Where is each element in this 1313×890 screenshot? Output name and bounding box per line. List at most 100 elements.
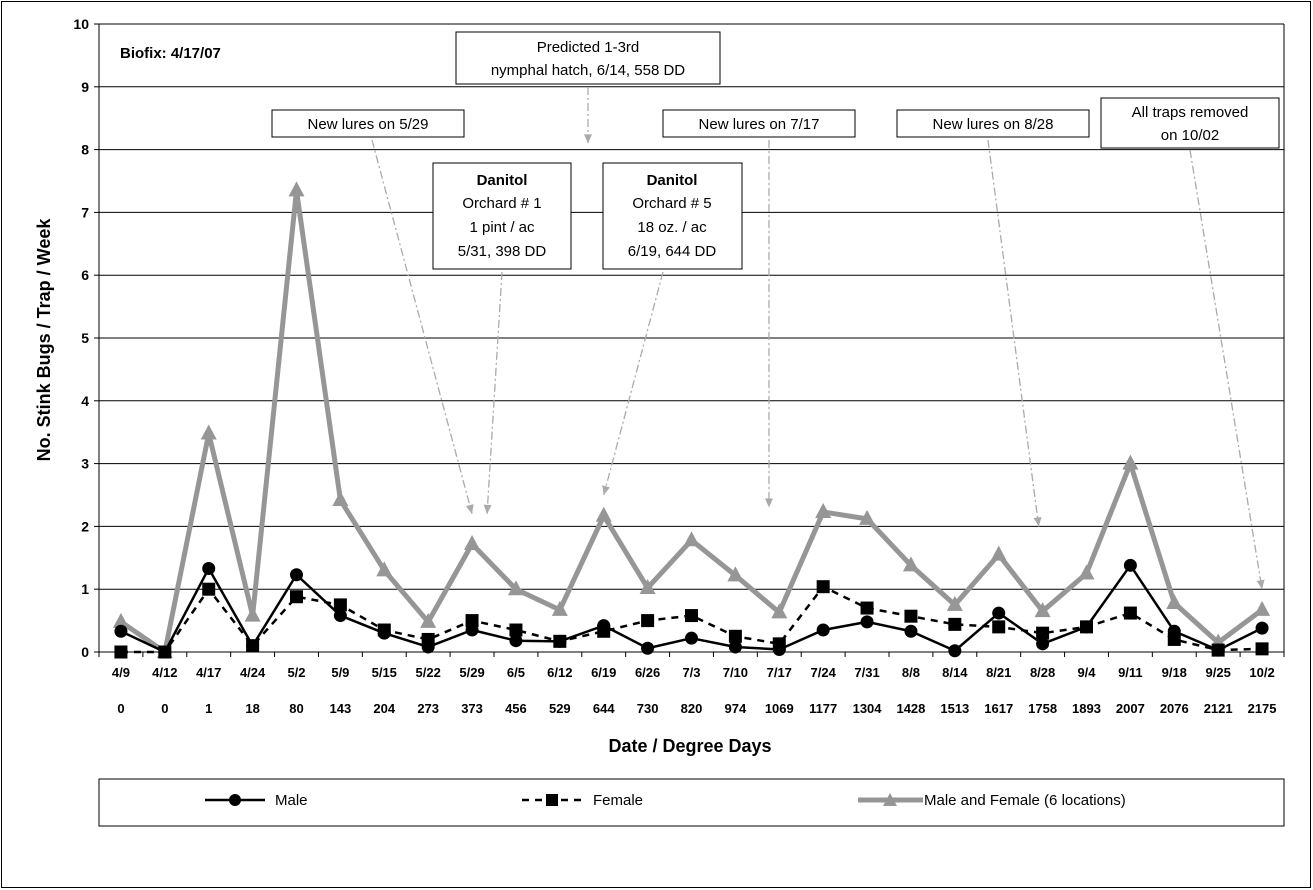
combined-point bbox=[771, 603, 788, 619]
x-date-label: 9/4 bbox=[1077, 665, 1096, 680]
combined-point bbox=[1122, 454, 1139, 470]
x-date-label: 8/21 bbox=[986, 665, 1011, 680]
y-tick-label: 3 bbox=[81, 456, 89, 472]
male-point bbox=[290, 568, 303, 582]
combined-point bbox=[859, 509, 876, 525]
x-degree-day-label: 0 bbox=[161, 701, 168, 716]
combined-point bbox=[420, 612, 437, 628]
male-point bbox=[377, 626, 391, 640]
x-date-label: 4/24 bbox=[240, 665, 266, 680]
female-point bbox=[992, 620, 1006, 634]
biofix-label: Biofix: 4/17/07 bbox=[120, 45, 221, 62]
combined-point bbox=[551, 600, 568, 616]
x-degree-day-label: 2121 bbox=[1204, 701, 1233, 716]
danitol-5-title: Danitol bbox=[647, 172, 698, 189]
axes bbox=[94, 23, 1285, 657]
combined-point bbox=[946, 595, 963, 611]
combined-point bbox=[902, 556, 919, 572]
legend-item-male: Male bbox=[205, 792, 308, 809]
x-degree-day-label: 273 bbox=[417, 701, 439, 716]
danitol-5-line3: 6/19, 644 DD bbox=[628, 243, 717, 260]
x-date-label: 5/15 bbox=[372, 665, 397, 680]
x-date-label: 8/14 bbox=[942, 665, 968, 680]
x-date-label: 6/5 bbox=[507, 665, 525, 680]
new-lures-7-17-annotation: New lures on 7/17 bbox=[662, 109, 856, 138]
male-point bbox=[860, 615, 874, 629]
predicted-hatch-annotation: Predicted 1-3rd nymphal hatch, 6/14, 558… bbox=[455, 31, 721, 85]
x-degree-day-label: 18 bbox=[245, 701, 259, 716]
x-degree-day-label: 1617 bbox=[984, 701, 1013, 716]
x-date-label: 6/19 bbox=[591, 665, 616, 680]
female-point bbox=[948, 617, 962, 631]
new-lures-5-29-label: New lures on 5/29 bbox=[308, 116, 429, 133]
x-date-label: 6/26 bbox=[635, 665, 660, 680]
male-point bbox=[685, 631, 698, 645]
combined-point bbox=[1034, 602, 1051, 618]
annotation-arrows bbox=[371, 87, 1265, 590]
combined-point bbox=[112, 612, 129, 628]
combined-point bbox=[1078, 564, 1095, 580]
arrow-lures-5-29 bbox=[371, 139, 473, 515]
combined-point bbox=[288, 181, 305, 197]
x-date-label: 5/22 bbox=[416, 665, 441, 680]
x-degree-day-label: 204 bbox=[373, 701, 395, 716]
danitol-orchard-1-annotation: Danitol Orchard # 1 1 pint / ac 5/31, 39… bbox=[432, 162, 572, 270]
danitol-1-line3: 5/31, 398 DD bbox=[458, 243, 547, 260]
male-point bbox=[553, 634, 567, 648]
x-date-label: 7/24 bbox=[811, 665, 837, 680]
x-degree-day-label: 1513 bbox=[940, 701, 969, 716]
combined-point bbox=[200, 424, 217, 440]
x-date-label: 8/8 bbox=[902, 665, 920, 680]
male-point bbox=[246, 639, 260, 653]
male-point bbox=[904, 624, 918, 638]
x-date-label: 7/3 bbox=[682, 665, 700, 680]
male-point bbox=[728, 640, 742, 654]
danitol-1-line2: 1 pint / ac bbox=[469, 219, 535, 236]
x-degree-day-label: 80 bbox=[289, 701, 303, 716]
female-point bbox=[1123, 606, 1137, 620]
female-point bbox=[641, 614, 655, 628]
x-degree-day-label: 820 bbox=[681, 701, 703, 716]
male-point bbox=[421, 640, 435, 654]
x-date-label: 5/9 bbox=[331, 665, 349, 680]
arrow-lures-5-29-head bbox=[465, 504, 474, 514]
new-lures-5-29-annotation: New lures on 5/29 bbox=[271, 109, 465, 138]
danitol-1-line1: Orchard # 1 bbox=[462, 195, 541, 212]
x-date-label: 9/11 bbox=[1118, 665, 1143, 680]
x-date-label: 4/17 bbox=[196, 665, 221, 680]
arrow-danitol-5 bbox=[603, 271, 664, 496]
male-point bbox=[772, 642, 786, 656]
combined-point bbox=[727, 566, 744, 582]
x-degree-day-label: 1428 bbox=[896, 701, 925, 716]
danitol-orchard-5-annotation: Danitol Orchard # 5 18 oz. / ac 6/19, 64… bbox=[602, 162, 743, 270]
y-tick-label: 7 bbox=[81, 204, 89, 220]
male-point bbox=[1080, 620, 1093, 634]
male-point bbox=[202, 561, 216, 575]
female-point bbox=[114, 645, 128, 659]
male-point bbox=[1036, 637, 1050, 651]
danitol-5-line1: Orchard # 5 bbox=[632, 195, 711, 212]
x-date-label: 6/12 bbox=[547, 665, 572, 680]
combined-point bbox=[990, 545, 1007, 561]
danitol-5-line2: 18 oz. / ac bbox=[637, 219, 707, 236]
male-point bbox=[641, 641, 655, 655]
x-degree-day-label: 974 bbox=[725, 701, 747, 716]
female-point bbox=[333, 598, 347, 612]
female-point bbox=[685, 609, 698, 623]
male-point bbox=[597, 619, 611, 633]
x-degree-day-label: 1 bbox=[205, 701, 212, 716]
traps-removed-annotation: All traps removed on 10/02 bbox=[1100, 97, 1280, 149]
male-point bbox=[948, 644, 962, 658]
male-point bbox=[1123, 558, 1137, 572]
male-point bbox=[509, 634, 523, 648]
arrow-danitol-1-head bbox=[483, 504, 492, 514]
combined-point bbox=[1254, 600, 1271, 616]
legend-label-male: Male bbox=[275, 792, 308, 809]
x-degree-day-label: 1893 bbox=[1072, 701, 1101, 716]
x-degree-day-label: 143 bbox=[330, 701, 352, 716]
x-date-label: 4/12 bbox=[152, 665, 177, 680]
combined-point bbox=[815, 502, 832, 518]
x-date-label: 9/25 bbox=[1206, 665, 1231, 680]
x-date-label: 8/28 bbox=[1030, 665, 1055, 680]
